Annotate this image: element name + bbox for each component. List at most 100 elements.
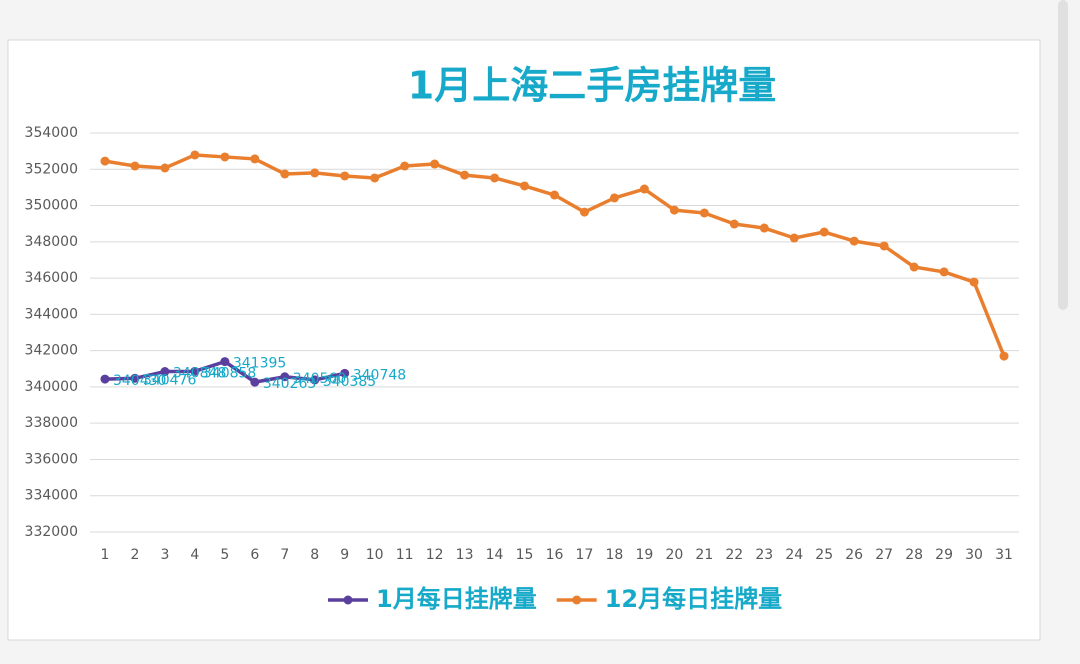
y-tick-label: 334000 — [25, 488, 78, 504]
y-tick-label: 352000 — [25, 161, 78, 177]
data-label: 340263 — [263, 376, 316, 392]
data-point — [160, 163, 170, 173]
scrollbar[interactable] — [1058, 0, 1068, 310]
data-point — [729, 219, 739, 229]
data-label: 340858 — [203, 365, 256, 381]
x-tick-label: 24 — [785, 547, 803, 563]
data-point — [639, 184, 649, 194]
data-point — [609, 193, 619, 203]
data-point — [400, 161, 410, 171]
data-point — [669, 205, 679, 215]
x-tick-label: 25 — [815, 547, 833, 563]
data-point — [100, 156, 110, 166]
y-tick-label: 338000 — [25, 415, 78, 431]
x-tick-label: 20 — [665, 547, 683, 563]
data-point — [130, 161, 140, 171]
x-tick-label: 23 — [755, 547, 773, 563]
legend-label: 12月每日挂牌量 — [605, 585, 782, 613]
data-point — [310, 375, 320, 385]
y-tick-label: 332000 — [25, 524, 78, 540]
x-tick-label: 15 — [516, 547, 534, 563]
x-tick-label: 5 — [220, 547, 229, 563]
data-point — [100, 374, 110, 384]
data-point — [699, 208, 709, 218]
legend-marker — [343, 595, 353, 605]
data-point — [310, 168, 320, 178]
data-point — [789, 233, 799, 243]
x-tick-label: 7 — [280, 547, 289, 563]
plot: 332000 334000 336000 338000 340000 342000 3440… — [25, 125, 1019, 613]
data-label: 340560 — [293, 371, 346, 387]
data-point — [460, 170, 470, 180]
data-label: 340430 — [113, 373, 166, 389]
data-point — [579, 207, 589, 217]
data-point — [160, 367, 170, 377]
x-tick-label: 29 — [935, 547, 953, 563]
chart-card — [7, 39, 1041, 641]
data-point — [250, 377, 260, 387]
x-tick-label: 26 — [845, 547, 863, 563]
data-label: 340385 — [323, 374, 376, 390]
x-tick-label: 4 — [190, 547, 199, 563]
x-tick-label: 1 — [101, 547, 110, 563]
x-tick-label: 9 — [340, 547, 349, 563]
data-point — [190, 366, 200, 376]
data-point — [909, 262, 919, 272]
x-tick-label: 16 — [546, 547, 564, 563]
y-tick-label: 344000 — [25, 306, 78, 322]
x-tick-label: 31 — [995, 547, 1013, 563]
data-point — [430, 159, 440, 169]
x-tick-label: 19 — [635, 547, 653, 563]
data-point — [520, 181, 530, 191]
data-label: 340476 — [143, 372, 197, 388]
x-tick-label: 3 — [160, 547, 169, 563]
legend-marker — [572, 595, 582, 605]
data-point — [819, 227, 829, 237]
x-tick-label: 6 — [250, 547, 259, 563]
x-tick-label: 30 — [965, 547, 983, 563]
data-point — [939, 267, 949, 277]
x-tick-label: 8 — [310, 547, 319, 563]
x-tick-label: 28 — [905, 547, 923, 563]
data-point — [550, 190, 559, 200]
data-point — [879, 241, 889, 251]
data-label: 340748 — [353, 367, 406, 383]
data-point — [250, 154, 260, 164]
x-tick-label: 14 — [486, 547, 504, 563]
data-point — [490, 173, 500, 183]
data-point — [999, 351, 1009, 361]
data-point — [130, 373, 140, 383]
y-tick-label: 340000 — [25, 379, 78, 395]
x-tick-label: 22 — [725, 547, 743, 563]
x-tick-label: 13 — [456, 547, 474, 563]
legend-label: 1月每日挂牌量 — [376, 585, 537, 613]
x-tick-label: 12 — [426, 547, 444, 563]
data-point — [340, 171, 350, 181]
x-tick-label: 17 — [576, 547, 594, 563]
y-tick-label: 346000 — [25, 270, 78, 286]
y-tick-label: 348000 — [25, 234, 78, 250]
x-tick-label: 11 — [396, 547, 414, 563]
y-tick-label: 336000 — [25, 451, 78, 467]
data-point — [190, 150, 200, 160]
x-tick-label: 2 — [130, 547, 139, 563]
data-point — [220, 152, 230, 162]
data-point — [280, 372, 290, 382]
y-tick-label: 354000 — [25, 125, 78, 141]
data-label: 341395 — [233, 356, 286, 372]
x-tick-label: 21 — [695, 547, 713, 563]
data-point — [759, 223, 769, 233]
y-tick-label: 342000 — [25, 343, 78, 359]
data-point — [340, 368, 350, 378]
x-tick-label: 18 — [606, 547, 624, 563]
data-label: 340848 — [173, 366, 226, 382]
data-point — [280, 169, 290, 179]
data-point — [849, 236, 859, 246]
data-point — [969, 277, 979, 287]
data-point — [370, 173, 380, 183]
x-tick-label: 10 — [366, 547, 384, 563]
y-tick-label: 350000 — [25, 198, 78, 214]
chart-title: 1月上海二手房挂牌量 — [408, 64, 776, 108]
